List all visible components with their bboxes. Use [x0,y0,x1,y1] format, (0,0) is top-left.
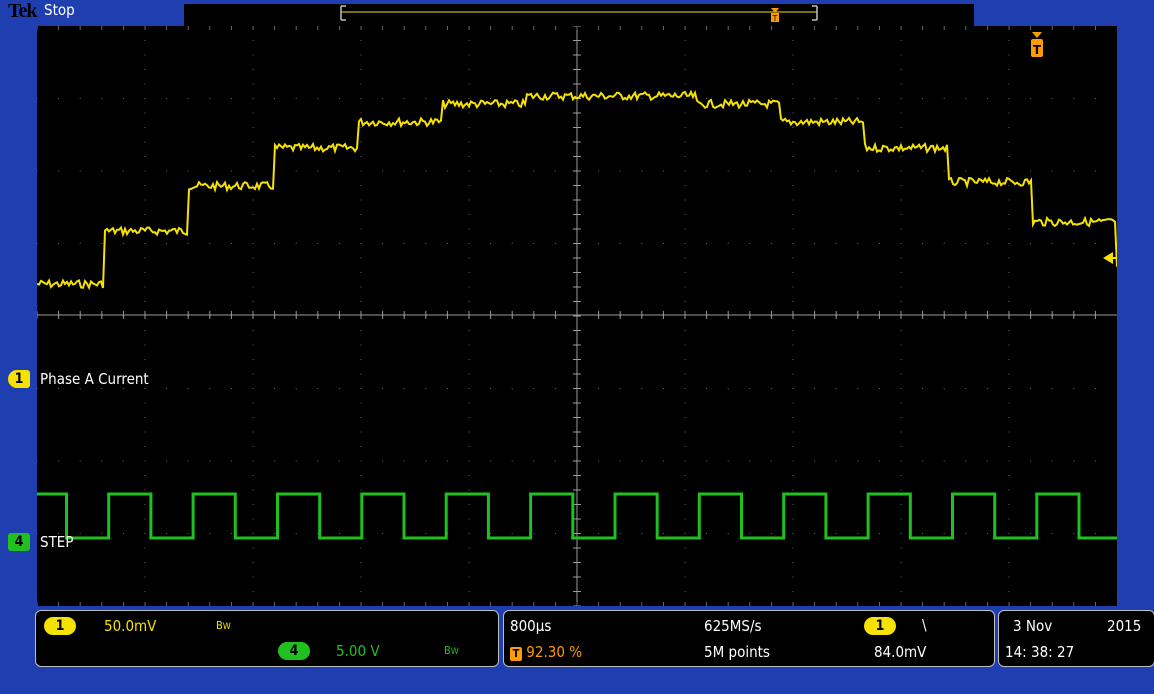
date-year: 2015 [1107,617,1141,635]
status-bar: Tek Stop T [0,0,1154,26]
record-view-bar[interactable]: T [184,4,974,26]
ch1-label: Phase A Current [40,370,149,388]
trigger-position: T 92.30 % [510,643,582,661]
ch4-bw-icon: BW [444,644,459,657]
svg-text:T: T [772,14,778,23]
record-length: 5M points [704,643,770,661]
vertical-readout-panel[interactable]: 1 50.0mV BW 4 5.00 V BW [35,610,499,667]
datetime-panel: 3 Nov 2015 14: 38: 27 [998,610,1154,667]
sample-rate: 625MS/s [704,617,762,635]
time-per-div: 800µs [510,617,551,635]
graticule-svg [37,26,1117,606]
ch4-badge[interactable]: 4 [278,642,310,660]
ch4-label: STEP [40,533,73,551]
record-view-svg: T [184,4,974,26]
acquisition-state: Stop [44,0,75,20]
trigger-slope-icon: \ [922,616,927,634]
trigger-level: 84.0mV [874,643,926,661]
brand-logo: Tek [8,0,37,22]
svg-text:T: T [1033,43,1042,57]
record-right-bracket [812,6,817,20]
ch1-bw-icon: BW [216,619,231,632]
trigger-pos-icon: T [510,647,522,661]
ch1-ground-icon[interactable]: 1 [8,370,30,388]
ch1-scale: 50.0mV [104,617,156,635]
record-left-bracket [341,6,346,20]
horizontal-trigger-panel[interactable]: 800µs 625MS/s 1 \ T 92.30 % 5M points 84… [503,610,995,667]
time-of-day: 14: 38: 27 [1005,643,1074,661]
trigger-source-badge[interactable]: 1 [864,617,896,635]
ch4-ground-icon[interactable]: 4 [8,533,30,551]
record-trigger-marker: T [771,8,779,23]
waveform-display[interactable]: T [37,26,1117,606]
trigger-level-arrow-icon [1103,250,1117,269]
trigger-t-icon: T [1030,30,1044,64]
date-day-month: 3 Nov [1013,617,1052,635]
ch4-scale: 5.00 V [336,642,380,660]
ch1-badge[interactable]: 1 [44,617,76,635]
